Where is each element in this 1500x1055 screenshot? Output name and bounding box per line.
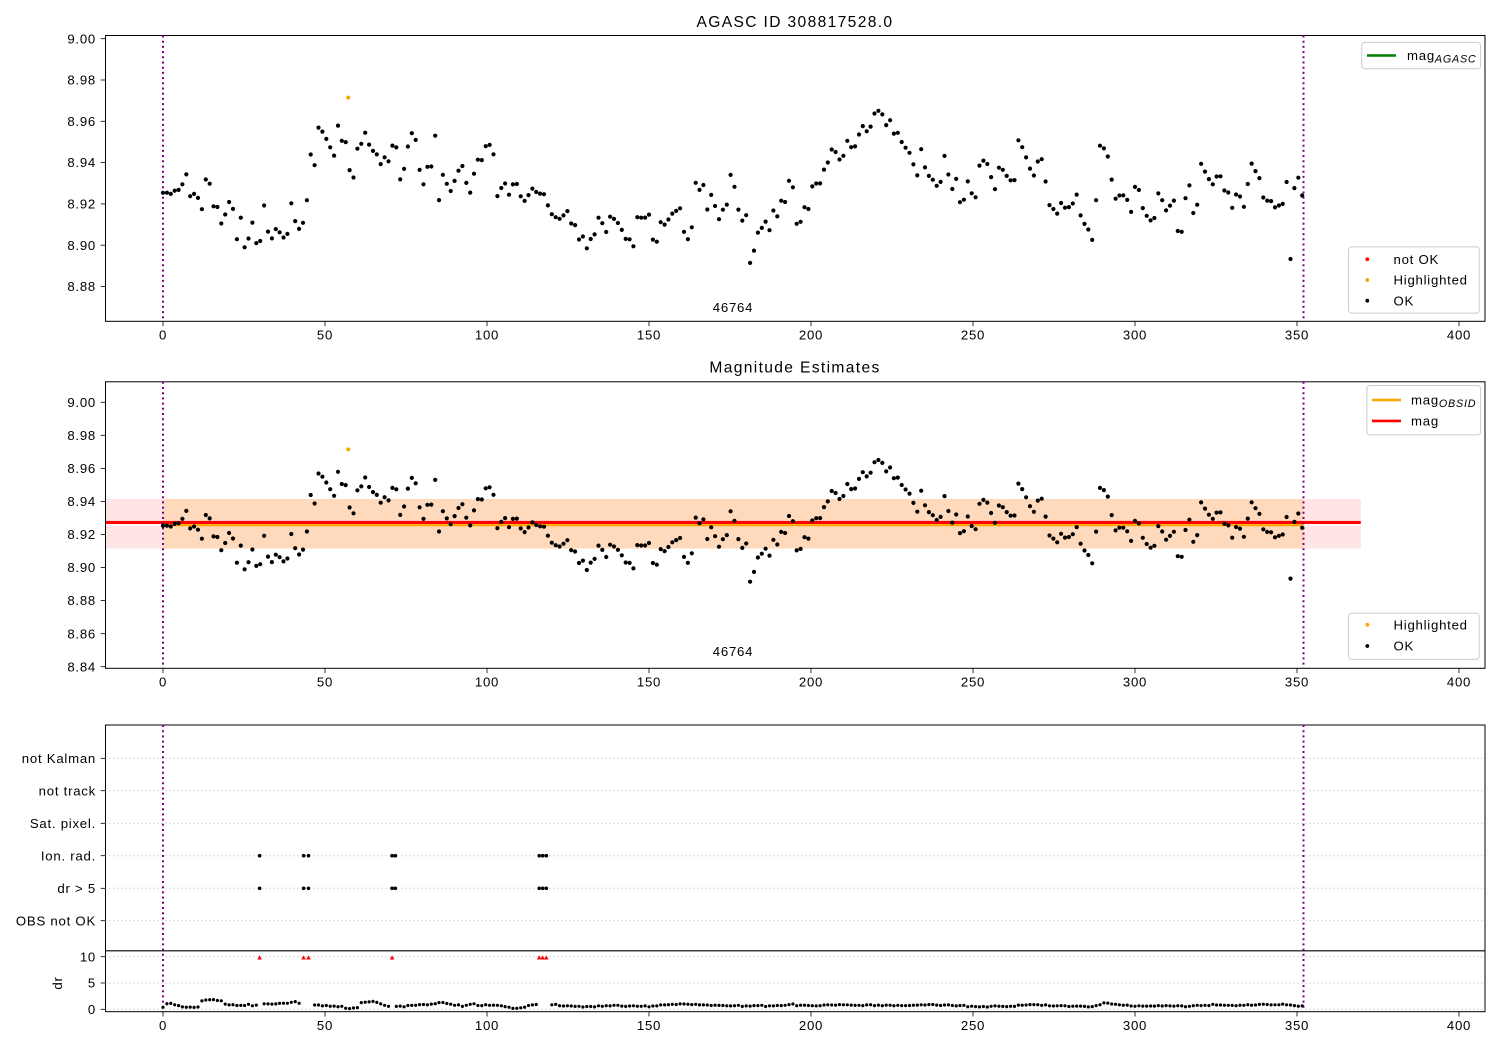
svg-text:OBS not OK: OBS not OK bbox=[16, 913, 96, 928]
svg-text:8.90: 8.90 bbox=[67, 238, 96, 253]
svg-text:100: 100 bbox=[475, 675, 499, 690]
svg-text:8.94: 8.94 bbox=[67, 155, 96, 170]
svg-text:250: 250 bbox=[961, 1018, 985, 1033]
svg-text:400: 400 bbox=[1447, 1018, 1471, 1033]
svg-text:100: 100 bbox=[475, 1018, 499, 1033]
svg-text:not track: not track bbox=[39, 783, 96, 798]
svg-text:not OK: not OK bbox=[1394, 252, 1440, 267]
svg-text:250: 250 bbox=[961, 328, 985, 343]
svg-text:Highlighted: Highlighted bbox=[1394, 617, 1468, 632]
svg-text:0: 0 bbox=[159, 328, 167, 343]
svg-text:AGASC ID 308817528.0: AGASC ID 308817528.0 bbox=[697, 14, 894, 31]
svg-text:8.84: 8.84 bbox=[67, 659, 96, 674]
svg-text:350: 350 bbox=[1285, 328, 1309, 343]
svg-text:OK: OK bbox=[1394, 293, 1415, 308]
svg-text:dr > 5: dr > 5 bbox=[57, 881, 96, 896]
svg-text:400: 400 bbox=[1447, 328, 1471, 343]
svg-text:8.88: 8.88 bbox=[67, 279, 96, 294]
svg-text:8.96: 8.96 bbox=[67, 461, 96, 476]
svg-text:dr: dr bbox=[50, 976, 65, 989]
svg-text:300: 300 bbox=[1123, 1018, 1147, 1033]
svg-text:50: 50 bbox=[317, 328, 333, 343]
svg-text:OK: OK bbox=[1394, 639, 1415, 654]
svg-text:Ion. rad.: Ion. rad. bbox=[41, 848, 96, 863]
svg-text:Sat. pixel.: Sat. pixel. bbox=[30, 816, 96, 831]
svg-text:8.92: 8.92 bbox=[67, 527, 96, 542]
svg-text:0: 0 bbox=[159, 1018, 167, 1033]
svg-text:200: 200 bbox=[799, 1018, 823, 1033]
svg-text:8.94: 8.94 bbox=[67, 494, 96, 509]
svg-text:mag: mag bbox=[1411, 414, 1439, 429]
svg-text:400: 400 bbox=[1447, 675, 1471, 690]
svg-text:Magnitude Estimates: Magnitude Estimates bbox=[709, 360, 880, 377]
svg-text:Highlighted: Highlighted bbox=[1394, 273, 1468, 288]
svg-text:350: 350 bbox=[1285, 675, 1309, 690]
svg-text:9.00: 9.00 bbox=[67, 395, 96, 410]
svg-text:46764: 46764 bbox=[713, 300, 753, 315]
svg-text:5: 5 bbox=[88, 976, 96, 991]
svg-text:300: 300 bbox=[1123, 328, 1147, 343]
svg-text:150: 150 bbox=[637, 1018, 661, 1033]
svg-text:50: 50 bbox=[317, 675, 333, 690]
svg-text:50: 50 bbox=[317, 1018, 333, 1033]
svg-text:200: 200 bbox=[799, 328, 823, 343]
svg-text:8.96: 8.96 bbox=[67, 114, 96, 129]
svg-text:8.88: 8.88 bbox=[67, 593, 96, 608]
svg-text:8.98: 8.98 bbox=[67, 73, 96, 88]
svg-text:8.90: 8.90 bbox=[67, 560, 96, 575]
svg-text:8.98: 8.98 bbox=[67, 428, 96, 443]
svg-text:46764: 46764 bbox=[713, 644, 753, 659]
svg-text:0: 0 bbox=[88, 1002, 96, 1017]
svg-text:10: 10 bbox=[80, 949, 96, 964]
svg-text:8.92: 8.92 bbox=[67, 197, 96, 212]
svg-text:350: 350 bbox=[1285, 1018, 1309, 1033]
svg-text:300: 300 bbox=[1123, 675, 1147, 690]
svg-text:200: 200 bbox=[799, 675, 823, 690]
svg-text:0: 0 bbox=[159, 675, 167, 690]
svg-text:9.00: 9.00 bbox=[67, 31, 96, 46]
svg-text:not Kalman: not Kalman bbox=[22, 751, 96, 766]
svg-text:150: 150 bbox=[637, 328, 661, 343]
svg-text:250: 250 bbox=[961, 675, 985, 690]
svg-text:8.86: 8.86 bbox=[67, 626, 96, 641]
svg-text:150: 150 bbox=[637, 675, 661, 690]
svg-text:100: 100 bbox=[475, 328, 499, 343]
